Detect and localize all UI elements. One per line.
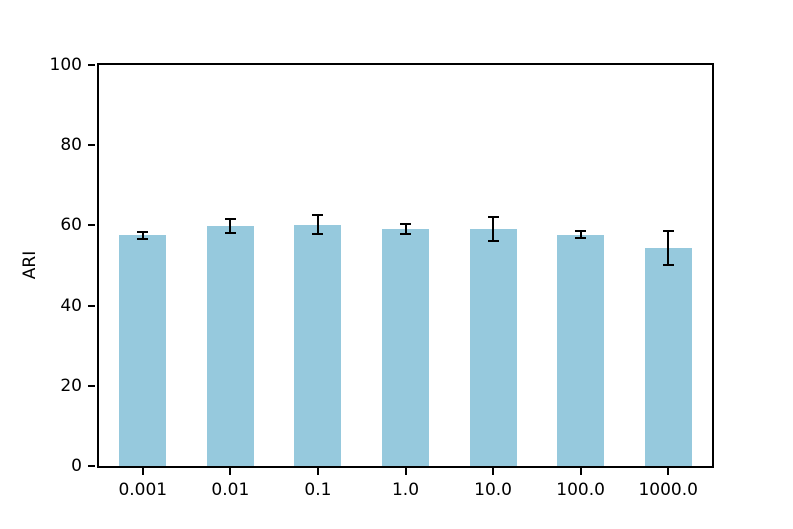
error-bars-layer	[99, 65, 712, 466]
error-bar-top-cap	[575, 230, 587, 233]
x-axis-tick-label: 1000.0	[638, 480, 698, 500]
error-bar	[229, 218, 232, 234]
bar	[644, 248, 692, 466]
x-tick-mark	[229, 468, 232, 475]
x-axis-tick-label: 10.0	[474, 480, 512, 500]
bar	[206, 226, 254, 466]
y-axis-tick-label: 60	[60, 215, 82, 236]
y-axis-tick-label: 80	[60, 135, 82, 156]
error-bar-bottom-cap	[575, 236, 587, 239]
error-bar-top-cap	[487, 215, 499, 218]
y-axis-tick-label: 20	[60, 375, 82, 396]
bar	[469, 228, 517, 466]
error-bar	[579, 231, 582, 238]
y-tick-mark	[88, 64, 95, 66]
x-tick-mark	[667, 468, 670, 475]
x-tick-mark	[141, 468, 144, 475]
x-axis-tick-label: 0.1	[304, 480, 332, 500]
y-axis-tick-label: 100	[49, 55, 82, 75]
error-bar-bottom-cap	[662, 264, 674, 267]
error-bar-bottom-cap	[224, 232, 236, 235]
y-tick-mark	[88, 304, 95, 307]
y-tick-mark	[88, 384, 95, 387]
y-axis-label: ARI	[20, 250, 40, 280]
error-bar-top-cap	[224, 217, 236, 220]
error-bar	[667, 231, 670, 266]
x-tick-mark	[316, 468, 319, 475]
y-tick-mark	[88, 224, 95, 227]
x-tick-mark	[579, 468, 582, 475]
y-axis-tick-label: 0	[71, 456, 82, 476]
y-axis-tick-label: 40	[60, 295, 82, 316]
error-bar-top-cap	[137, 231, 149, 234]
x-axis-tick-label: 100.0	[556, 480, 605, 500]
bar	[294, 224, 342, 466]
error-bar	[141, 232, 144, 239]
x-axis-tick-label: 0.001	[118, 480, 168, 500]
error-bar-top-cap	[312, 213, 324, 216]
error-bar-bottom-cap	[487, 239, 499, 242]
y-tick-mark	[88, 465, 95, 467]
error-bar	[492, 216, 495, 241]
error-bar	[404, 224, 407, 234]
x-tick-mark	[492, 468, 495, 475]
error-bar	[316, 214, 319, 235]
error-bar-top-cap	[400, 223, 411, 226]
y-tick-mark	[88, 144, 95, 147]
bar	[119, 235, 167, 466]
x-tick-mark	[404, 468, 407, 475]
x-axis-tick-label: 1.0	[391, 480, 420, 500]
x-axis-tick-label: 0.01	[211, 480, 250, 500]
bar	[557, 234, 605, 466]
error-bar-top-cap	[662, 230, 674, 233]
plot-area	[97, 63, 714, 468]
error-bar-bottom-cap	[312, 233, 324, 236]
bars-layer	[99, 65, 712, 466]
error-bar-bottom-cap	[137, 237, 149, 240]
error-bar-bottom-cap	[400, 232, 411, 235]
bar	[382, 229, 429, 466]
